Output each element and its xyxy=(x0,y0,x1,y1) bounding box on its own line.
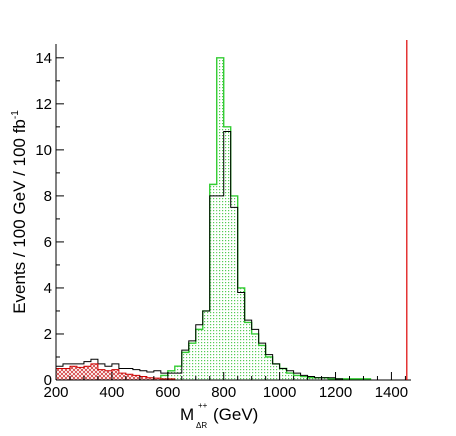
background-red-bin xyxy=(118,373,126,380)
x-tick-label: 200 xyxy=(43,384,68,401)
signal-bin xyxy=(307,377,315,380)
x-tick-label: 1400 xyxy=(375,384,408,401)
y-tick-label: 14 xyxy=(35,50,52,67)
background-red-bin xyxy=(62,368,70,380)
x-tick-label: 1200 xyxy=(319,384,352,401)
signal-bin xyxy=(230,195,238,380)
x-axis-label-sup: ++ xyxy=(198,401,208,410)
signal-bin xyxy=(209,184,217,380)
signal-bin xyxy=(251,333,259,380)
signal-bin xyxy=(279,368,287,380)
y-axis-label-sup: -1 xyxy=(10,110,21,119)
ticks-layer: 200 400 600 800 1000 1200 1400 0 2 4 6 8 10 12 14 xyxy=(35,50,408,401)
series-background-black xyxy=(55,130,344,380)
background-red-bin xyxy=(90,363,98,380)
background-red-bin xyxy=(146,377,154,380)
series-layer xyxy=(55,57,372,381)
y-tick-label: 12 xyxy=(35,96,52,113)
background-red-bin xyxy=(139,376,147,380)
signal-bin xyxy=(265,356,273,380)
background-red-bin xyxy=(76,367,84,380)
background-red-bin xyxy=(153,378,161,380)
background-red-bin xyxy=(83,366,91,380)
signal-bin xyxy=(195,329,203,380)
signal-bin xyxy=(314,377,322,380)
background-red-bin xyxy=(97,369,105,380)
y-tick-label: 10 xyxy=(35,142,52,159)
signal-bin xyxy=(237,287,245,380)
x-axis-label-main: M xyxy=(180,405,194,424)
x-tick-label: 600 xyxy=(155,384,180,401)
signal-bin xyxy=(286,373,294,380)
y-tick-label: 0 xyxy=(44,372,52,389)
x-tick-label: 400 xyxy=(99,384,124,401)
x-axis-label-sub: ΔR xyxy=(196,421,207,430)
background-red-bin xyxy=(69,366,77,380)
signal-bin xyxy=(223,126,231,381)
background-red-bin xyxy=(111,369,119,380)
y-tick-label: 4 xyxy=(44,280,52,297)
x-tick-label: 1000 xyxy=(263,384,296,401)
background-red-bin xyxy=(132,375,140,380)
signal-bin xyxy=(272,363,280,380)
signal-outline xyxy=(160,57,372,380)
signal-bin xyxy=(244,322,252,380)
background-red-bin xyxy=(104,370,112,380)
signal-bin xyxy=(167,370,175,380)
background-red-bin xyxy=(160,378,168,380)
signal-bin xyxy=(188,343,196,380)
y-tick-label: 6 xyxy=(44,234,52,251)
signal-bin xyxy=(181,352,189,380)
signal-bin xyxy=(300,376,308,380)
signal-bin xyxy=(202,310,210,380)
series-background-red xyxy=(55,363,176,380)
background-red-bin xyxy=(167,378,175,380)
y-tick-label: 8 xyxy=(44,188,52,205)
signal-bin xyxy=(216,57,224,380)
y-axis-label: Events / 100 GeV / 100 fb-1 xyxy=(10,110,29,314)
signal-bin xyxy=(160,375,168,380)
background-black-outline xyxy=(55,130,344,380)
x-tick-label: 800 xyxy=(211,384,236,401)
signal-bin xyxy=(293,375,301,380)
y-tick-label: 2 xyxy=(44,326,52,343)
background-red-bin xyxy=(56,368,63,380)
series-signal xyxy=(160,57,372,381)
signal-bin xyxy=(321,377,329,380)
signal-bin xyxy=(258,345,266,380)
x-axis-label-unit: (GeV) xyxy=(213,405,258,424)
background-red-bin xyxy=(125,374,133,380)
y-axis-label-main: Events / 100 GeV / 100 fb xyxy=(10,119,29,314)
